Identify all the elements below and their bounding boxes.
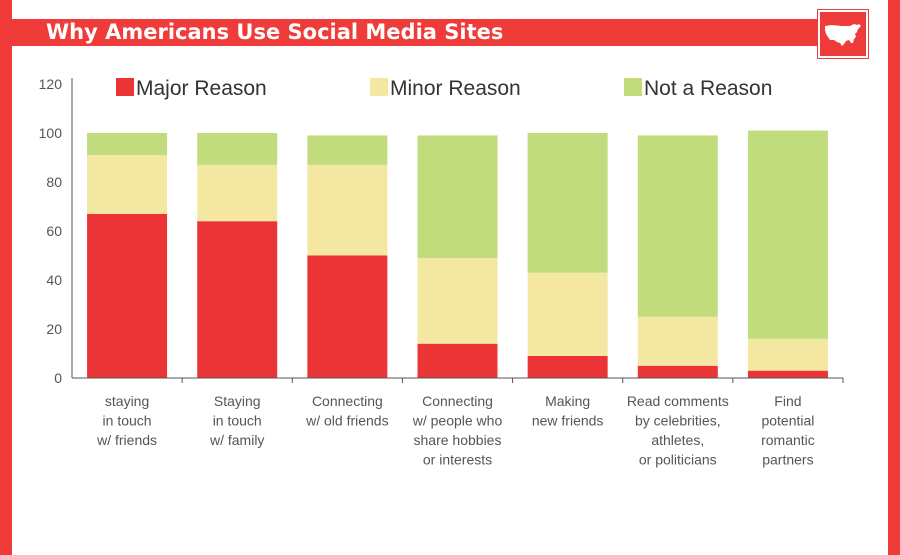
x-category-label: new friends [532,413,604,429]
x-category-label: Connecting [312,393,383,409]
x-category-label: Read comments [627,393,729,409]
bar-segment-minor-reason [307,164,388,256]
bar-segment-not-a-reason [747,130,828,339]
x-category-label: athletes, [651,432,704,448]
bar-segment-major-reason [637,365,718,378]
bar-segment-minor-reason [417,257,498,344]
x-category-label: Staying [214,393,261,409]
legend-label: Major Reason [136,77,267,100]
legend-label: Minor Reason [390,77,521,100]
bar-segment-major-reason [527,355,608,378]
y-tick-label: 80 [46,174,62,190]
bar-segment-major-reason [197,221,278,378]
legend-label: Not a Reason [644,77,772,100]
x-axis: staying in touch w/ friends Staying in touch… [72,377,844,468]
y-tick-label: 0 [54,370,62,386]
x-category-label: by celebrities, [635,413,721,429]
bar-segment-major-reason [417,343,498,378]
x-category-label: w/ family [209,432,264,448]
x-category-label: in touch [103,413,152,429]
y-tick-label: 120 [39,76,63,92]
right-accent-bar [888,0,900,555]
x-category-label: Find [774,393,801,409]
y-tick-label: 20 [46,321,62,337]
x-category-label: romantic [761,432,815,448]
usa-map-icon [817,9,869,59]
bar-segment-minor-reason [87,155,168,214]
legend-swatch [370,78,388,96]
bar-segment-not-a-reason [637,135,718,317]
left-accent-bar [0,0,12,555]
title-banner: Why Americans Use Social Media Sites [12,19,822,46]
x-category-label: Making [545,393,590,409]
page-title: Why Americans Use Social Media Sites [46,20,504,44]
usa-map-shape [825,24,861,46]
bar-area [87,130,828,378]
x-category-label: share hobbies [414,432,502,448]
bar-segment-not-a-reason [417,135,498,258]
bar-segment-minor-reason [637,316,718,366]
bar-segment-minor-reason [197,164,278,222]
x-category-label: w/ old friends [305,413,388,429]
x-category-label: staying [105,393,149,409]
x-category-label: partners [762,452,813,468]
chart-legend: Major Reason Minor Reason Not a Reason [116,77,772,100]
bar-segment-not-a-reason [307,135,388,165]
y-tick-label: 40 [46,272,62,288]
x-category-label: Connecting [422,393,493,409]
bar-segment-minor-reason [527,272,608,356]
bar-segment-not-a-reason [87,133,168,156]
bar-segment-major-reason [307,255,388,378]
bar-segment-minor-reason [747,338,828,371]
bar-segment-major-reason [87,213,168,378]
bar-segment-not-a-reason [527,133,608,273]
x-category-label: or interests [423,452,492,468]
x-category-label: in touch [213,413,262,429]
x-category-label: or politicians [639,452,717,468]
y-axis: 0 20 40 60 80 100 120 [39,76,73,386]
x-category-label: w/ friends [96,432,157,448]
y-tick-label: 100 [39,125,63,141]
legend-swatch [624,78,642,96]
y-tick-label: 60 [46,223,62,239]
x-category-label: potential [761,413,814,429]
legend-swatch [116,78,134,96]
bar-segment-major-reason [747,370,828,378]
x-category-label: w/ people who [412,413,503,429]
bar-segment-not-a-reason [197,133,278,165]
